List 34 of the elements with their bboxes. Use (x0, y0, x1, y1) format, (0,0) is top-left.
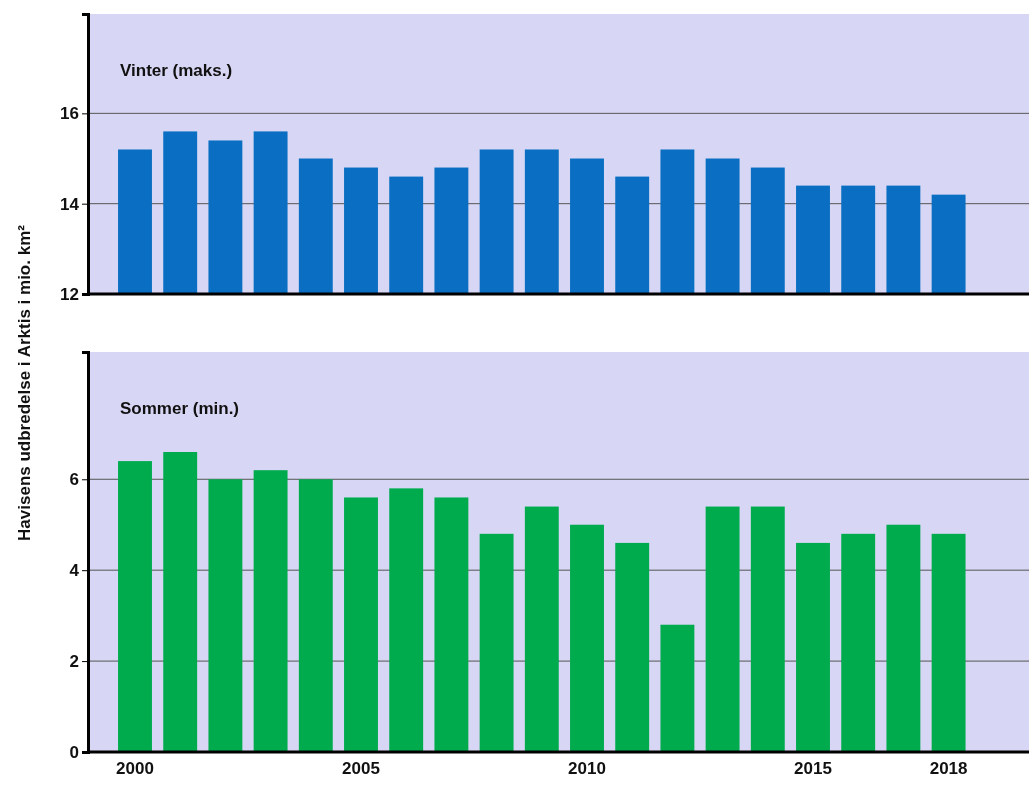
y-tick-label: 12 (60, 284, 79, 304)
bar (344, 497, 378, 752)
bar (479, 533, 514, 752)
bar (208, 479, 243, 752)
bar (841, 533, 876, 752)
x-tick-label: 2015 (794, 759, 832, 779)
x-tick-label: 2005 (342, 759, 380, 779)
bar (570, 524, 604, 752)
bar (253, 470, 288, 752)
y-axis-title: Havisens udbredelse i Arktis i mio. km² (15, 224, 34, 541)
x-tick-label: 2000 (116, 759, 154, 779)
y-tick-label: 6 (69, 470, 79, 490)
y-tick-label: 2 (69, 652, 79, 672)
bar (298, 479, 333, 752)
bar (118, 461, 152, 752)
x-tick-label: 2018 (929, 759, 968, 779)
y-tick-label: 16 (60, 104, 79, 124)
y-tick-label: 4 (69, 561, 80, 581)
bar (163, 452, 198, 752)
bar (615, 542, 650, 752)
bar (750, 506, 785, 752)
bar (524, 506, 559, 752)
y-tick-label: 14 (60, 194, 80, 214)
text: Vinter (maks.) (120, 61, 233, 80)
bar (705, 506, 740, 752)
bar (434, 497, 469, 752)
bar (886, 524, 921, 752)
y-tick-label: 0 (69, 742, 79, 762)
bar (660, 624, 695, 752)
bar (931, 533, 966, 752)
bar (796, 542, 830, 752)
x-tick-label: 2010 (568, 759, 606, 779)
text: Sommer (min.) (120, 399, 240, 418)
bar (389, 488, 424, 752)
